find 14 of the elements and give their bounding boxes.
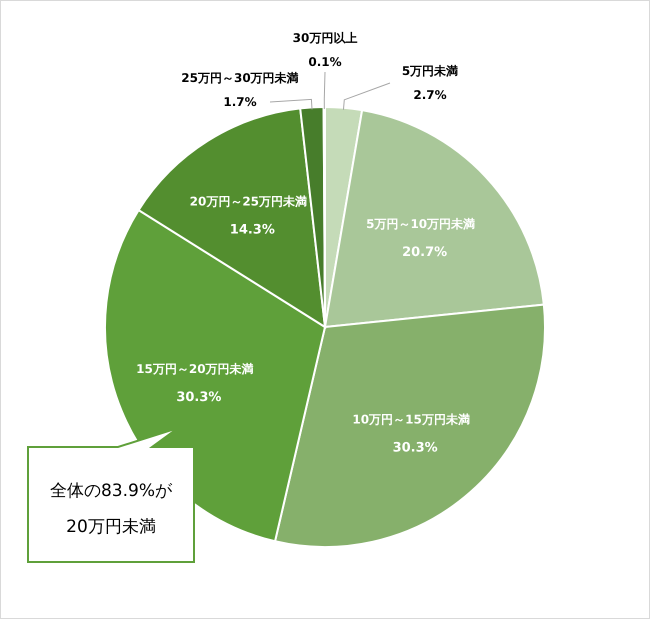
- data-label: 14.3%: [230, 222, 275, 238]
- data-label: 20.7%: [402, 244, 448, 260]
- data-label: 30.3%: [392, 440, 438, 456]
- data-label: 1.7%: [223, 95, 257, 109]
- slice-label: 25万円～30万円未満: [181, 71, 299, 85]
- slice-label: 15万円～20万円未満: [136, 362, 254, 376]
- data-label: 0.1%: [308, 55, 342, 69]
- slice-label: 5万円～10万円未満: [366, 216, 476, 231]
- slice-label: 5万円未満: [402, 64, 458, 78]
- slice-label: 20万円～25万円未満: [190, 194, 308, 209]
- slice-label: 30万円以上: [292, 31, 358, 45]
- data-label: 30.3%: [176, 390, 222, 405]
- slice-label: 10万円～15万円未満: [352, 412, 470, 426]
- data-label: 2.7%: [413, 88, 447, 102]
